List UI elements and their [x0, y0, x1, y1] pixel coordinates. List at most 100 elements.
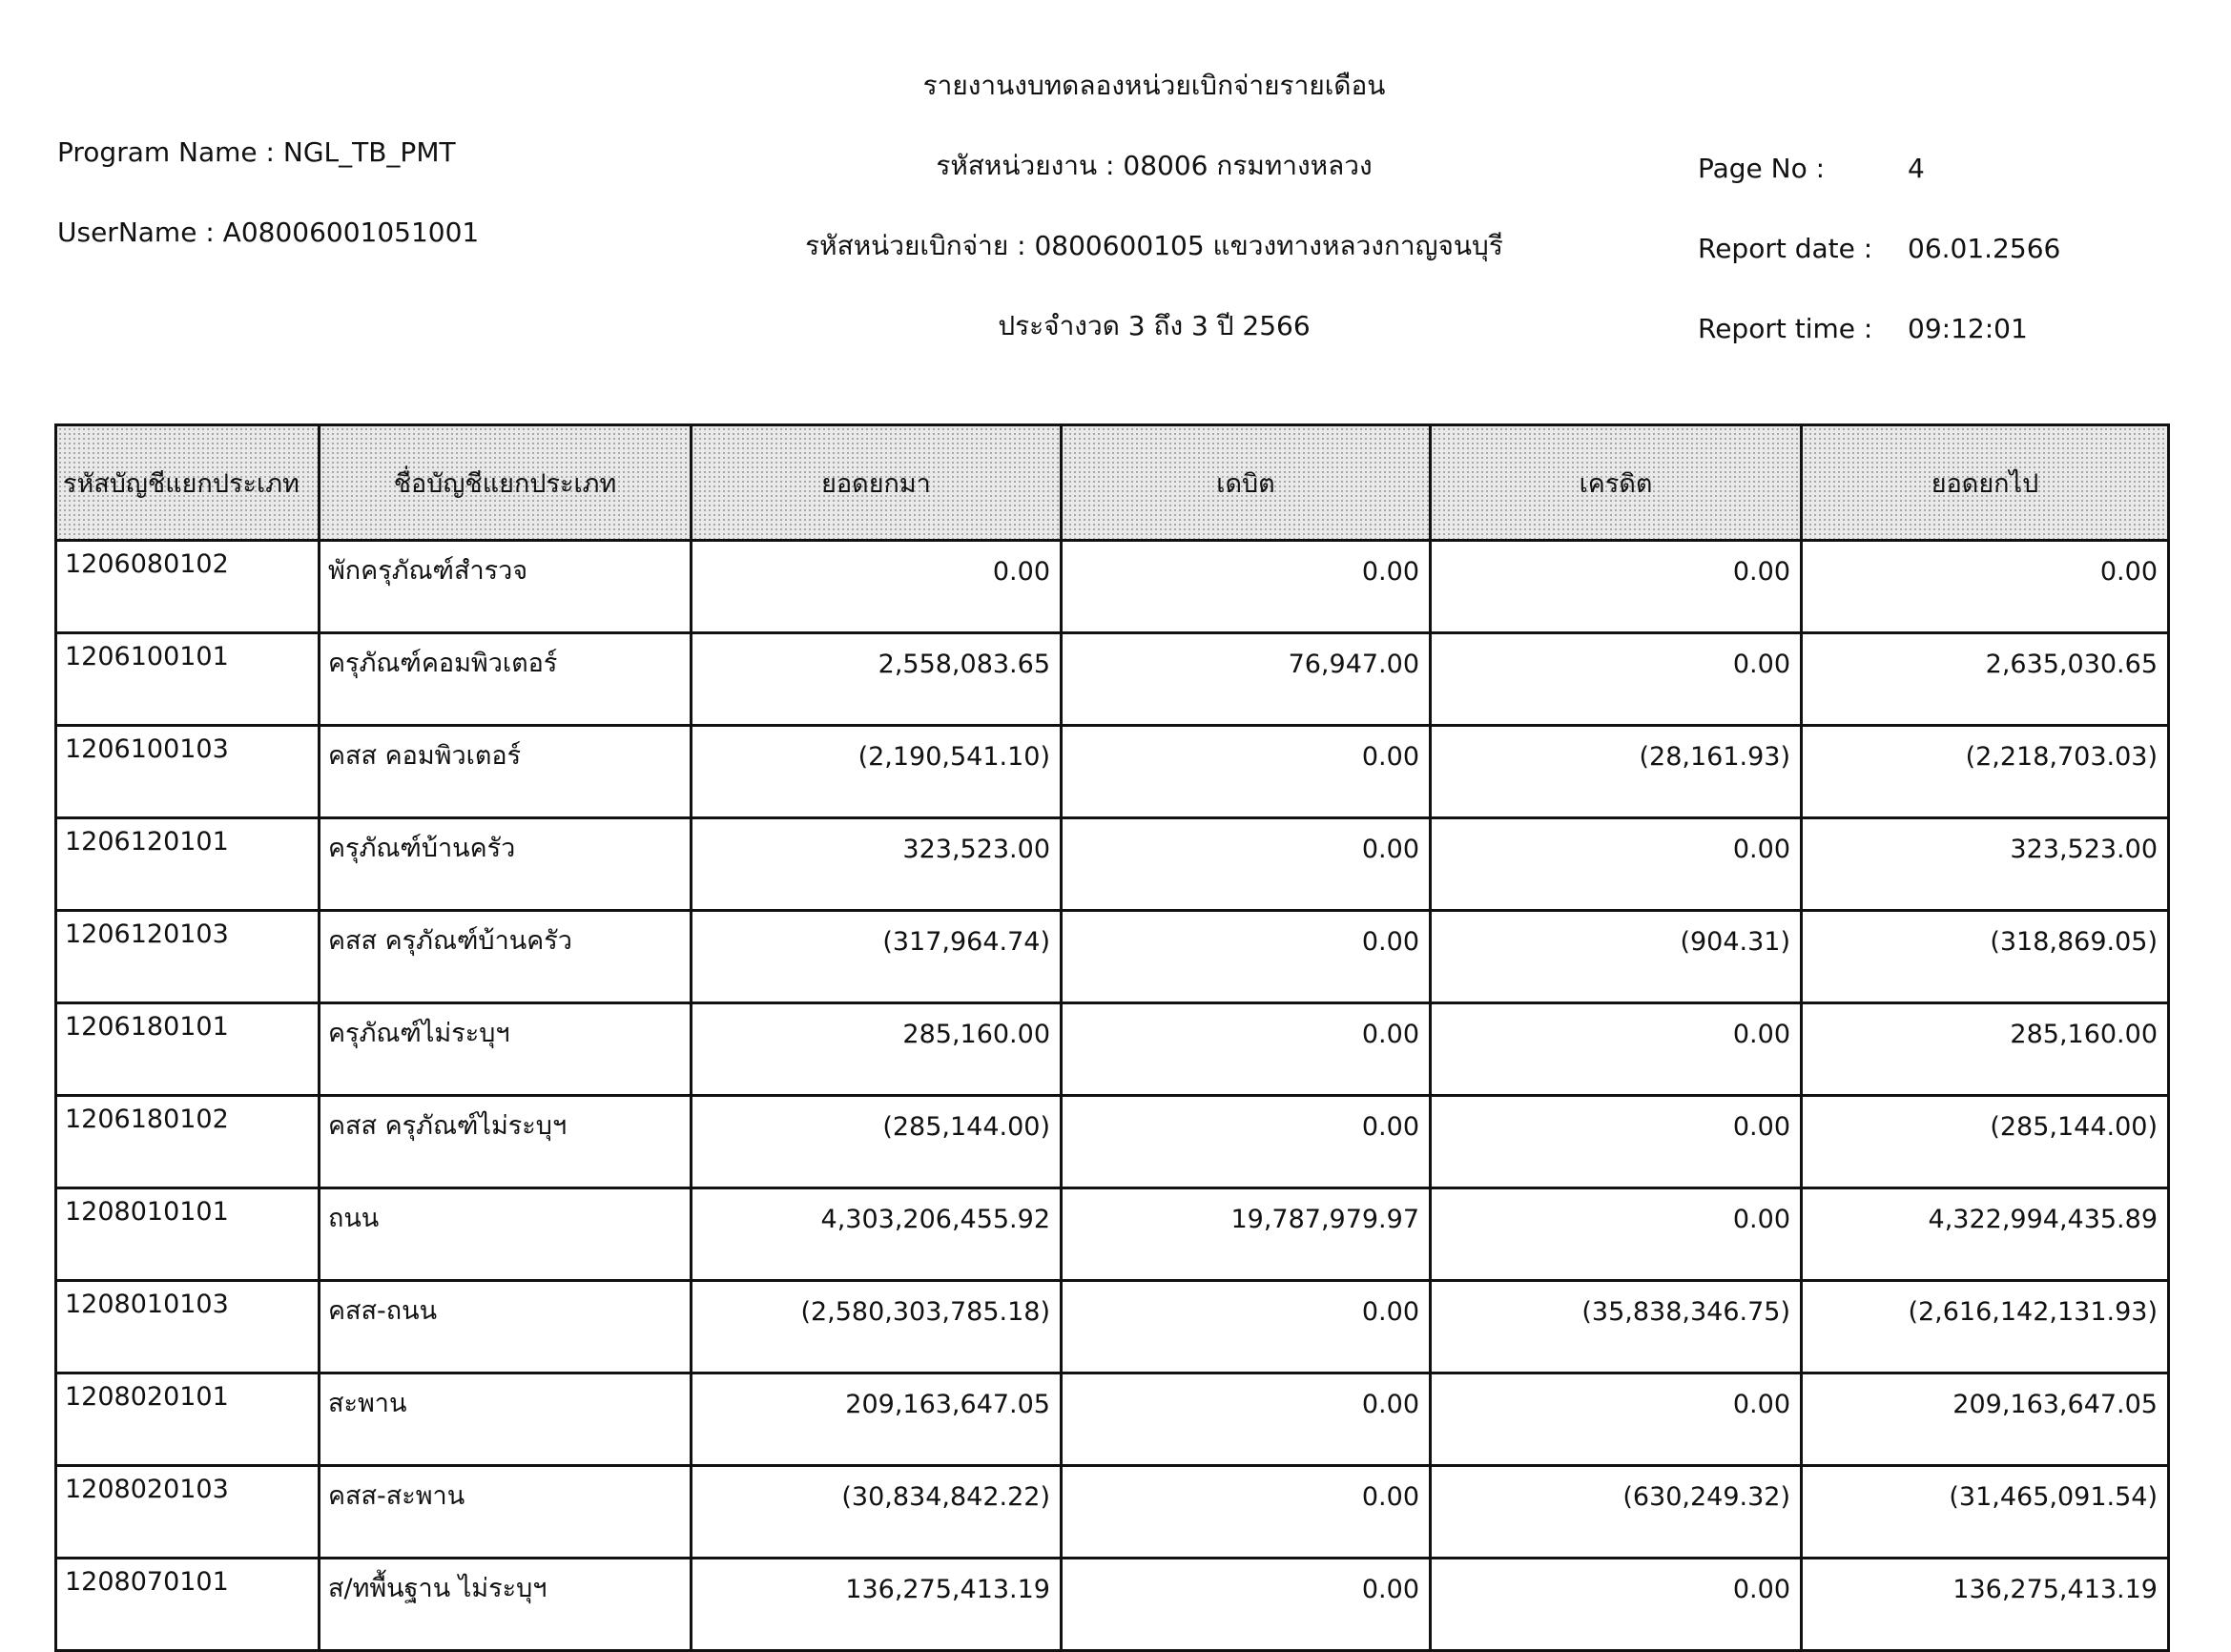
username: UserName : A08006001051001	[57, 217, 480, 248]
cell-account-code: 1206120103	[54, 909, 320, 1004]
cell-debit: 0.00	[1060, 1094, 1432, 1189]
cell-account-name: ถนน	[318, 1187, 692, 1282]
table-row: 1208010101 ถนน 4,303,206,455.92 19,787,979.…	[54, 1187, 2170, 1282]
table-row: 1208020103 คสส-สะพาน (30,834,842.22) 0.00 (6…	[54, 1464, 2170, 1559]
table-row: 1206120103 คสส ครุภัณฑ์บ้านครัว (317,964.7…	[54, 909, 2170, 1004]
cell-account-code: 1206080102	[54, 539, 320, 634]
disbursing-unit-code: รหัสหน่วยเบิกจ่าย : 0800600105 แขวงทางหล…	[805, 230, 1503, 261]
cell-credit: 0.00	[1429, 1557, 1803, 1652]
column-header-debit: เดบิต	[1060, 423, 1432, 542]
cell-debit: 0.00	[1060, 539, 1432, 634]
cell-debit: 0.00	[1060, 1279, 1432, 1374]
trial-balance-table: รหัสบัญชีแยกประเภท ชื่อบัญชีแยกประเภท ยอ…	[54, 423, 2170, 1652]
cell-opening-balance: 323,523.00	[690, 816, 1063, 912]
cell-closing-balance: (31,465,091.54)	[1800, 1464, 2170, 1559]
cell-debit: 19,787,979.97	[1060, 1187, 1432, 1282]
cell-closing-balance: 209,163,647.05	[1800, 1372, 2170, 1467]
cell-debit: 76,947.00	[1060, 631, 1432, 727]
agency-code: รหัสหน่วยงาน : 08006 กรมทางหลวง	[936, 150, 1373, 181]
cell-opening-balance: 285,160.00	[690, 1002, 1063, 1097]
cell-debit: 0.00	[1060, 816, 1432, 912]
cell-opening-balance: (30,834,842.22)	[690, 1464, 1063, 1559]
cell-debit: 0.00	[1060, 909, 1432, 1004]
cell-credit: 0.00	[1429, 1372, 1803, 1467]
report-period: ประจำงวด 3 ถึง 3 ปี 2566	[998, 310, 1311, 341]
cell-opening-balance: 4,303,206,455.92	[690, 1187, 1063, 1282]
cell-closing-balance: (2,616,142,131.93)	[1800, 1279, 2170, 1374]
page-no: 4	[1908, 153, 1925, 184]
cell-opening-balance: 2,558,083.65	[690, 631, 1063, 727]
report-date: 06.01.2566	[1908, 233, 2061, 264]
cell-closing-balance: 285,160.00	[1800, 1002, 2170, 1097]
table-row: 1206180102 คสส ครุภัณฑ์ไม่ระบุฯ (285,144.0…	[54, 1094, 2170, 1189]
table-row: 1206100101 ครุภัณฑ์คอมพิวเตอร์ 2,558,083.6…	[54, 631, 2170, 727]
cell-debit: 0.00	[1060, 1464, 1432, 1559]
table-row: 1206080102 พักครุภัณฑ์สำรวจ 0.00 0.00 0.00 0.…	[54, 539, 2170, 634]
column-header-account-name: ชื่อบัญชีแยกประเภท	[318, 423, 692, 542]
cell-debit: 0.00	[1060, 724, 1432, 819]
cell-account-code: 1208020101	[54, 1372, 320, 1467]
cell-credit: 0.00	[1429, 631, 1803, 727]
cell-closing-balance: (2,218,703.03)	[1800, 724, 2170, 819]
cell-account-name: ครุภัณฑ์บ้านครัว	[318, 816, 692, 912]
cell-opening-balance: (317,964.74)	[690, 909, 1063, 1004]
cell-account-code: 1208020103	[54, 1464, 320, 1559]
cell-debit: 0.00	[1060, 1002, 1432, 1097]
cell-opening-balance: (285,144.00)	[690, 1094, 1063, 1189]
cell-credit: 0.00	[1429, 816, 1803, 912]
report-title: รายงานงบทดลองหน่วยเบิกจ่ายรายเดือน	[922, 70, 1386, 101]
cell-account-code: 1206100101	[54, 631, 320, 727]
program-name: Program Name : NGL_TB_PMT	[57, 136, 456, 168]
cell-account-name: คสส ครุภัณฑ์ไม่ระบุฯ	[318, 1094, 692, 1189]
table-row: 1208020101 สะพาน 209,163,647.05 0.00 0.00 209…	[54, 1372, 2170, 1467]
column-header-opening-balance: ยอดยกมา	[690, 423, 1063, 542]
cell-account-name: คสส-สะพาน	[318, 1464, 692, 1559]
cell-account-name: ครุภัณฑ์ไม่ระบุฯ	[318, 1002, 692, 1097]
cell-closing-balance: (285,144.00)	[1800, 1094, 2170, 1189]
cell-opening-balance: (2,190,541.10)	[690, 724, 1063, 819]
cell-account-code: 1206180101	[54, 1002, 320, 1097]
cell-opening-balance: 0.00	[690, 539, 1063, 634]
cell-credit: 0.00	[1429, 1094, 1803, 1189]
cell-opening-balance: 136,275,413.19	[690, 1557, 1063, 1652]
table-row: 1208010103 คสส-ถนน (2,580,303,785.18) 0.00(…	[54, 1279, 2170, 1374]
cell-account-name: คสส-ถนน	[318, 1279, 692, 1374]
cell-account-code: 1206120101	[54, 816, 320, 912]
cell-credit: (28,161.93)	[1429, 724, 1803, 819]
cell-credit: (630,249.32)	[1429, 1464, 1803, 1559]
cell-account-code: 1206180102	[54, 1094, 320, 1189]
report-time-label: Report time :	[1698, 313, 1873, 344]
cell-closing-balance: 2,635,030.65	[1800, 631, 2170, 727]
cell-credit: 0.00	[1429, 1002, 1803, 1097]
table-header-row: รหัสบัญชีแยกประเภท ชื่อบัญชีแยกประเภท ยอ…	[54, 423, 2170, 542]
cell-account-name: คสส ครุภัณฑ์บ้านครัว	[318, 909, 692, 1004]
cell-credit: 0.00	[1429, 1187, 1803, 1282]
cell-closing-balance: 0.00	[1800, 539, 2170, 634]
cell-closing-balance: (318,869.05)	[1800, 909, 2170, 1004]
column-header-credit: เครดิต	[1429, 423, 1803, 542]
column-header-account-code: รหัสบัญชีแยกประเภท	[54, 423, 320, 542]
cell-account-name: คสส คอมพิวเตอร์	[318, 724, 692, 819]
cell-debit: 0.00	[1060, 1372, 1432, 1467]
column-header-closing-balance: ยอดยกไป	[1800, 423, 2170, 542]
cell-account-name: ส/ทพื้นฐาน ไม่ระบุฯ	[318, 1557, 692, 1652]
cell-account-code: 1206100103	[54, 724, 320, 819]
report-time: 09:12:01	[1908, 313, 2028, 344]
cell-account-name: ครุภัณฑ์คอมพิวเตอร์	[318, 631, 692, 727]
cell-credit: (904.31)	[1429, 909, 1803, 1004]
table-row: 1208070101 ส/ทพื้นฐาน ไม่ระบุฯ 136,275,413…	[54, 1557, 2170, 1652]
cell-credit: (35,838,346.75)	[1429, 1279, 1803, 1374]
cell-closing-balance: 136,275,413.19	[1800, 1557, 2170, 1652]
report-date-label: Report date :	[1698, 233, 1873, 264]
cell-account-name: สะพาน	[318, 1372, 692, 1467]
cell-debit: 0.00	[1060, 1557, 1432, 1652]
cell-closing-balance: 4,322,994,435.89	[1800, 1187, 2170, 1282]
cell-account-code: 1208010103	[54, 1279, 320, 1374]
page-no-label: Page No :	[1698, 153, 1826, 184]
cell-credit: 0.00	[1429, 539, 1803, 634]
cell-account-code: 1208010101	[54, 1187, 320, 1282]
table-row: 1206100103 คสส คอมพิวเตอร์ (2,190,541.10) 0…	[54, 724, 2170, 819]
cell-opening-balance: 209,163,647.05	[690, 1372, 1063, 1467]
cell-account-code: 1208070101	[54, 1557, 320, 1652]
table-row: 1206180101 ครุภัณฑ์ไม่ระบุฯ 285,160.00 0.00…	[54, 1002, 2170, 1097]
